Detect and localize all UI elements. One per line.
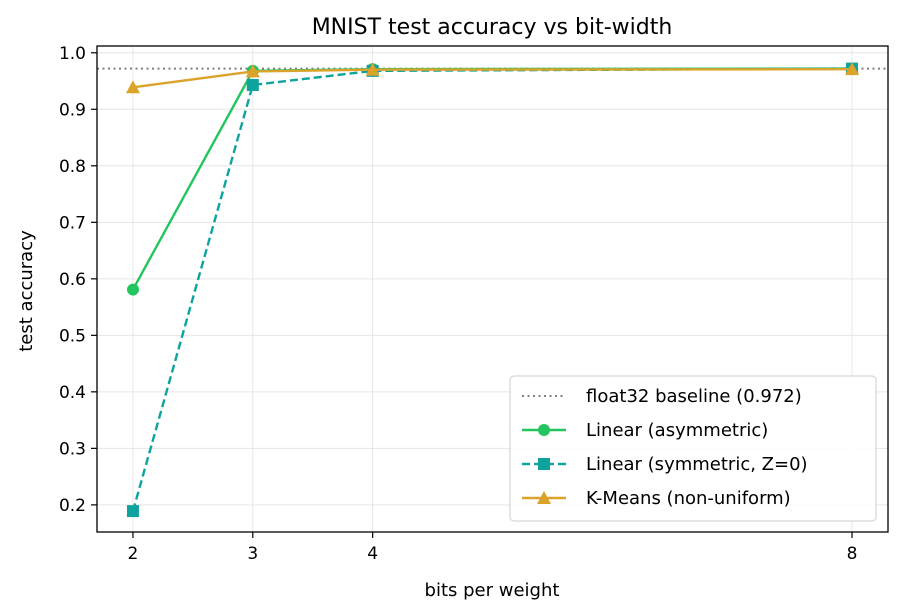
data-point	[125, 80, 140, 94]
series-layer	[125, 62, 860, 518]
y-tick-label: 0.4	[59, 383, 86, 403]
data-point	[126, 283, 139, 296]
legend-entry: Linear (asymmetric)	[522, 420, 768, 441]
y-tick-label: 1.0	[59, 44, 86, 64]
y-axis-ticks: 0.2 0.3 0.4 0.5 0.6 0.7 0.8 0.9 1.0	[59, 44, 97, 516]
x-tick-label: 3	[247, 544, 258, 564]
x-tick-label: 8	[847, 544, 858, 564]
legend-entry: Linear (symmetric, Z=0)	[522, 454, 808, 475]
series-3	[125, 62, 860, 94]
data-point	[126, 505, 139, 518]
legend-label: float32 baseline (0.972)	[586, 386, 802, 407]
y-tick-label: 0.6	[59, 270, 86, 290]
y-tick-label: 0.7	[59, 213, 86, 233]
data-point	[845, 62, 860, 76]
data-point	[365, 62, 380, 76]
y-tick-label: 0.3	[59, 439, 86, 459]
legend-entry: K-Means (non-uniform)	[522, 488, 791, 509]
legend-box	[509, 375, 877, 522]
legend-swatch-marker	[538, 458, 550, 470]
legend-label: K-Means (non-uniform)	[586, 488, 791, 509]
x-tick-label: 4	[367, 544, 378, 564]
y-axis-label: test accuracy	[16, 230, 37, 352]
legend: float32 baseline (0.972) Linear (asymmetr…	[509, 375, 877, 522]
data-point	[245, 64, 260, 78]
y-tick-label: 0.8	[59, 157, 86, 177]
series-line	[131, 67, 853, 512]
x-axis-ticks: 2 3 4 8	[128, 532, 858, 564]
series-line	[132, 67, 853, 89]
x-axis-label: bits per weight	[425, 580, 560, 601]
legend-swatch-marker	[538, 424, 550, 436]
legend-label: Linear (symmetric, Z=0)	[586, 454, 808, 475]
chart-title: MNIST test accuracy vs bit-width	[312, 15, 673, 40]
plot-frame	[96, 45, 889, 533]
x-tick-label: 2	[128, 544, 139, 564]
y-tick-label: 0.9	[59, 100, 86, 120]
y-tick-label: 0.5	[59, 326, 86, 346]
y-tick-label: 0.2	[59, 496, 86, 516]
legend-label: Linear (asymmetric)	[586, 420, 768, 441]
data-point	[246, 78, 259, 91]
legend-swatch-marker	[537, 491, 551, 504]
legend-entry: float32 baseline (0.972)	[522, 386, 802, 407]
